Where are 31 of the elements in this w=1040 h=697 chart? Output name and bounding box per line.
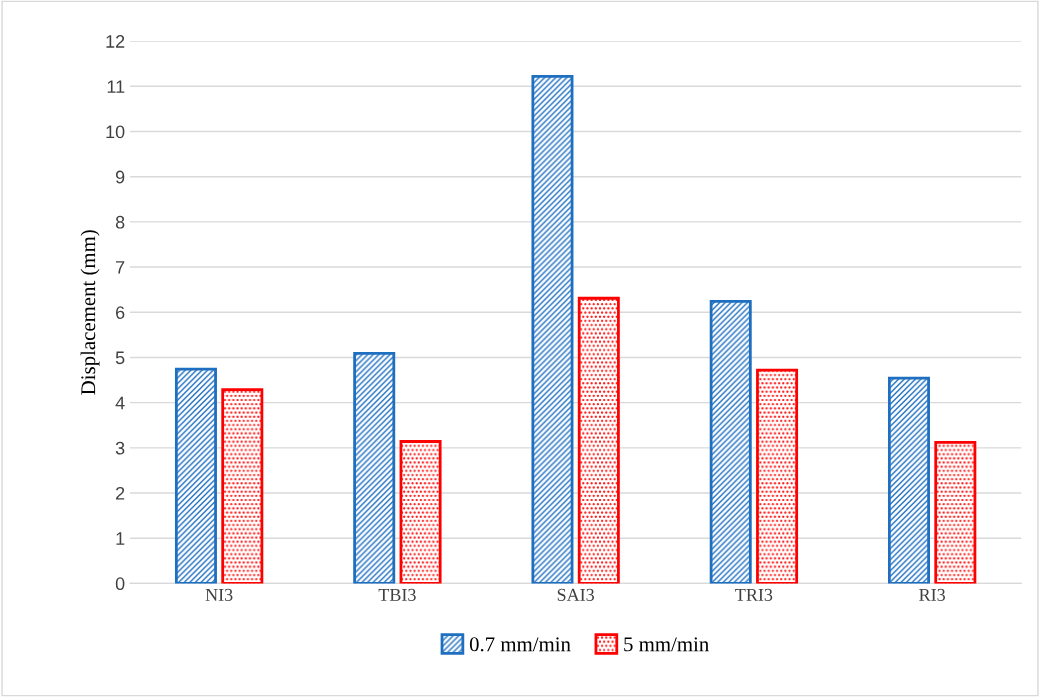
bar xyxy=(221,388,264,584)
bar xyxy=(399,440,442,584)
legend-label: 0.7 mm/min xyxy=(469,637,571,652)
y-tick-label: 12 xyxy=(106,35,125,48)
y-tick-label: 0 xyxy=(115,577,125,591)
y-tick-label: 7 xyxy=(116,261,125,274)
y-tick-label: 6 xyxy=(116,306,125,319)
y-tick-label: 10 xyxy=(106,125,125,139)
bar xyxy=(577,296,620,584)
y-tick-label: 9 xyxy=(115,170,125,184)
x-tick-label: TRI3 xyxy=(735,588,773,601)
y-tick-label: 5 xyxy=(115,351,125,365)
bar xyxy=(531,74,574,584)
y-tick-label: 8 xyxy=(115,215,125,229)
x-tick-label: SAI3 xyxy=(557,588,594,601)
x-tick-label: TBI3 xyxy=(378,588,416,601)
y-tick-label: 4 xyxy=(115,396,125,410)
bar xyxy=(934,441,977,584)
bar xyxy=(353,351,396,584)
y-tick-label: 2 xyxy=(116,486,125,500)
bar xyxy=(174,367,217,584)
bar xyxy=(756,368,799,584)
y-tick-label: 1 xyxy=(116,532,125,545)
legend-label: 5 mm/min xyxy=(624,637,709,652)
y-axis-title: Displacement (mm) xyxy=(80,230,100,395)
bar xyxy=(709,300,752,584)
x-tick-label: NI3 xyxy=(205,588,233,601)
y-tick-label: 11 xyxy=(107,80,125,93)
x-tick-label: RI3 xyxy=(919,588,945,601)
bar xyxy=(887,376,930,584)
y-tick-label: 3 xyxy=(115,441,125,455)
